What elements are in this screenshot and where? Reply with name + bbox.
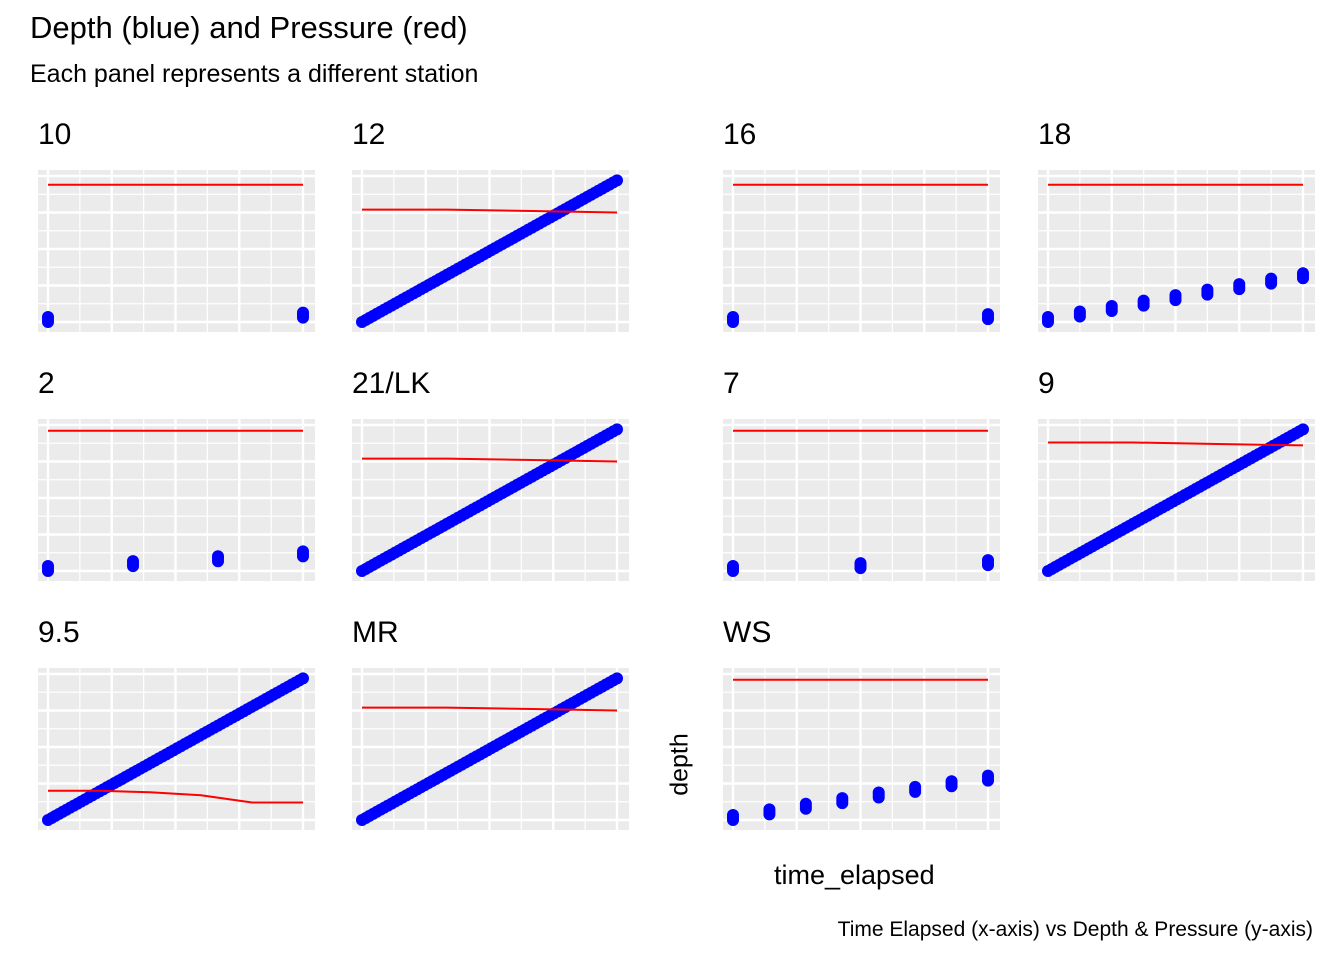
facet-strip-label: 18 [1038,118,1072,151]
facet-strip-label: 12 [352,118,386,151]
facet-panel [352,668,629,830]
depth-point [1233,278,1246,291]
facet-strip-label: WS [723,616,772,649]
depth-point [42,560,54,572]
depth-point [1297,267,1309,280]
depth-point [982,554,994,567]
depth-point [1042,311,1054,323]
facet-strip-label: 9.5 [38,616,80,649]
facet-strip-label: 10 [38,118,72,151]
facet-panel [1038,170,1315,332]
depth-point [127,555,139,568]
facet-panel [1038,419,1315,581]
depth-point [611,423,623,436]
depth-point [982,308,994,321]
pressure-line [362,208,618,214]
chart-subtitle: Each panel represents a different statio… [30,60,479,88]
depth-point [1105,300,1118,313]
depth-point [297,672,309,685]
depth-point [727,809,739,821]
depth-point [297,545,309,558]
pressure-line [362,457,618,463]
facet-panel [38,668,315,830]
depth-point [611,672,623,685]
depth-point [727,560,739,572]
depth-point [42,311,54,323]
depth-point [1169,289,1182,302]
pressure-line [1048,441,1304,447]
facet-strip-label: 7 [723,367,740,400]
facet-panel [352,170,629,332]
chart-caption: Time Elapsed (x-axis) vs Depth & Pressur… [837,918,1313,941]
depth-point [1137,294,1150,307]
facet-panel [38,170,315,332]
depth-point [297,306,309,319]
facet-strip-label: MR [352,616,399,649]
x-axis-label: time_elapsed [774,860,935,890]
facet-panel [723,668,1000,830]
facet-panel [38,419,315,581]
facet-strip-label: 2 [38,367,55,400]
chart-title: Depth (blue) and Pressure (red) [30,10,468,45]
pressure-line [362,706,618,712]
depth-point [982,769,994,782]
depth-point [909,780,922,793]
facet-strip-label: 9 [1038,367,1055,400]
depth-point [611,174,623,187]
depth-point [799,797,812,810]
depth-point [1297,423,1309,436]
facet-panel [352,419,629,581]
depth-point [727,311,739,323]
depth-point [212,550,224,563]
facet-strip-label: 16 [723,118,757,151]
facet-strip-label: 21/LK [352,367,431,400]
depth-point [763,803,776,816]
pressure-line [48,789,303,804]
depth-point [945,775,958,788]
depth-point [1265,272,1278,285]
depth-point [1073,305,1086,318]
y-axis-label: depth [665,733,694,796]
facet-panel [723,419,1000,581]
depth-point [854,557,867,570]
depth-point [836,792,849,805]
depth-point [872,786,885,799]
facet-panel [723,170,1000,332]
depth-point [1201,283,1214,296]
